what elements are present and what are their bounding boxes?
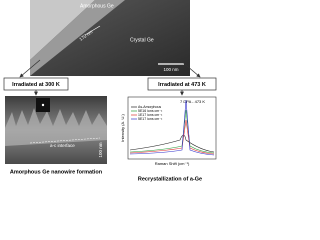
legend-entry: 1E17 ions cm⁻²	[138, 113, 163, 117]
caption: Recrystallization of a-Ge	[138, 176, 202, 182]
nanowire-tem-image: a-c interface 100 nm	[5, 96, 107, 164]
figure: Amorphous Ge 170 nm Crystal Ge 100 nm Ir…	[3, 0, 217, 182]
x-axis-label: Raman Shift (cm⁻¹)	[155, 161, 190, 166]
scale-bar: 100 nm	[163, 67, 178, 72]
legend-entry: 5E16 ions cm⁻²	[138, 109, 163, 113]
scale-bar: 100 nm	[98, 142, 103, 157]
top-tem-image: Amorphous Ge 170 nm Crystal Ge 100 nm	[30, 0, 190, 76]
y-axis-label: Intensity (A. U.)	[120, 114, 125, 142]
label: Crystal Ge	[130, 37, 154, 43]
condition: Irradiated at 300 K	[12, 82, 60, 88]
plot-title: 7 DPA - 473 K	[180, 99, 205, 104]
legend-entry: 5E17 ions cm⁻²	[138, 117, 163, 121]
raman-plot: 7 DPA - 473 K As-Amorphous 5E16 ions cm⁻…	[120, 96, 217, 166]
condition: Irradiated at 473 K	[158, 82, 206, 88]
legend-entry: As-Amorphous	[138, 105, 161, 109]
caption: Amorphous Ge nanowire formation	[10, 169, 103, 175]
label: a-c interface	[50, 143, 75, 148]
label: Amorphous Ge	[80, 3, 114, 9]
